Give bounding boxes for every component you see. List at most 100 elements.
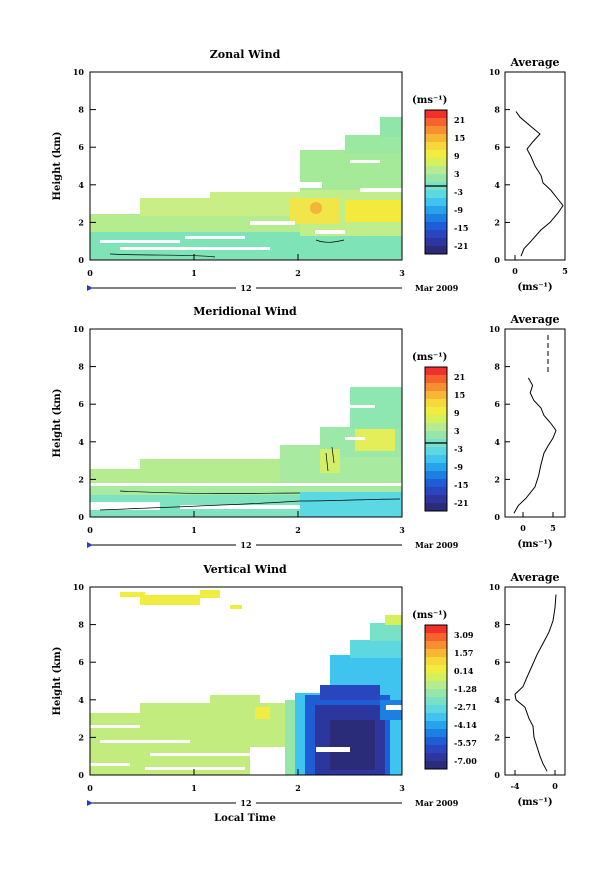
colorbar-swatch — [425, 415, 447, 424]
gap — [350, 160, 380, 163]
date-axis: 12 Mar 2009 — [87, 282, 459, 294]
average-profile-plot: Average 0 2 4 6 8 10 -4 0 (ms⁻¹) — [489, 571, 566, 808]
gap — [316, 747, 350, 752]
colorbar-swatch — [425, 118, 447, 127]
colorbar-swatches — [425, 625, 447, 770]
y-tick-label: 8 — [494, 620, 500, 630]
y-axis: Height (km) 0 2 4 6 8 10 — [52, 582, 96, 780]
y-tick-label: 0 — [78, 770, 84, 780]
x-tick-label: 1 — [191, 525, 197, 535]
average-profile-plot: Average 0 2 4 6 8 10 0 5 (ms⁻¹) — [489, 313, 566, 550]
wind-maximum — [310, 202, 322, 214]
colorbar: (ms⁻¹) — [412, 352, 468, 512]
data-cell — [120, 592, 145, 597]
y-tick-label: 10 — [73, 582, 85, 592]
panel-title: Zonal Wind — [210, 48, 281, 61]
date-marker-icon — [87, 800, 93, 806]
y-axis-label: Height (km) — [52, 647, 63, 716]
data-cell — [90, 214, 300, 232]
colorbar-frame — [424, 624, 448, 770]
average-x-ticks: 0 5 — [512, 255, 568, 276]
colorbar-tick-label: 15 — [454, 390, 465, 400]
x-tick-label: 1 — [191, 268, 197, 278]
x-tick-label: 0 — [87, 525, 93, 535]
colorbar-tick-label: -21 — [454, 498, 468, 508]
colorbar-tick-label: -9 — [454, 462, 463, 472]
x-tick-label: 2 — [295, 783, 301, 793]
colorbar-swatch — [425, 673, 447, 682]
colorbar-swatch — [425, 633, 447, 642]
date-label-bg — [236, 797, 256, 809]
panel-title: Meridional Wind — [193, 305, 297, 318]
colorbar-swatch — [425, 641, 447, 650]
gap — [250, 747, 285, 775]
heatmap-area — [89, 71, 403, 261]
plot-frame — [89, 586, 403, 776]
colorbar-swatch — [425, 407, 447, 416]
colorbar-tick-label: -21 — [454, 241, 468, 251]
gap — [90, 208, 135, 212]
date-marker-icon — [87, 542, 93, 548]
colorbar-swatch — [425, 495, 447, 504]
plot-frame — [89, 328, 403, 518]
colorbar-swatch — [425, 431, 447, 440]
data-cell — [385, 615, 402, 625]
colorbar-swatch — [425, 142, 447, 151]
y-tick-label: 4 — [494, 180, 500, 190]
data-cell — [345, 135, 402, 153]
colorbar-tick-label: -4.14 — [454, 720, 477, 730]
colorbar-swatch — [425, 737, 447, 746]
zero-contour — [315, 239, 345, 243]
gap — [360, 188, 402, 192]
data-cell — [140, 459, 310, 471]
x-tick-label: 0 — [87, 783, 93, 793]
colorbar-swatches — [425, 110, 447, 255]
y-axis: Height (km) 0 2 4 6 8 10 — [52, 324, 96, 522]
x-tick-label: 5 — [562, 266, 568, 276]
month-label: Mar 2009 — [415, 540, 459, 550]
vertical-wind-panel: Vertical Wind — [52, 563, 566, 824]
colorbar-tick-label: -3 — [454, 444, 463, 454]
gap — [315, 230, 345, 234]
colorbar-swatch — [425, 487, 447, 496]
y-tick-label: 0 — [78, 512, 84, 522]
colorbar-swatch — [425, 665, 447, 674]
month-label: Mar 2009 — [415, 283, 459, 293]
date-label: 12 — [240, 283, 251, 293]
date-label-bg — [236, 282, 256, 294]
colorbar-frame — [424, 109, 448, 255]
colorbar-swatch — [425, 238, 447, 247]
colorbar-swatch — [425, 126, 447, 135]
colorbar-tick-label: 21 — [454, 372, 465, 382]
gap — [90, 483, 402, 486]
heatmap-area — [89, 586, 403, 776]
gap — [150, 753, 280, 756]
data-cell — [200, 590, 220, 598]
data-gaps — [90, 705, 402, 775]
colorbar-swatch — [425, 455, 447, 464]
colorbar-swatch — [425, 230, 447, 239]
data-cells — [90, 590, 402, 775]
colorbar-tick-label: 3 — [454, 169, 460, 179]
y-tick-label: 2 — [78, 474, 84, 484]
colorbar-swatch — [425, 190, 447, 199]
y-tick-label: 0 — [494, 512, 500, 522]
x-tick-label: 3 — [399, 268, 405, 278]
y-tick-label: 8 — [78, 620, 84, 630]
average-profile-line — [515, 111, 564, 257]
gap — [100, 240, 180, 243]
colorbar-swatch — [425, 423, 447, 432]
colorbar-unit: (ms⁻¹) — [412, 610, 447, 621]
x-tick-label: 2 — [295, 268, 301, 278]
zero-contour — [325, 446, 335, 472]
date-label: 12 — [240, 540, 251, 550]
y-tick-label: 2 — [78, 732, 84, 742]
date-marker-icon — [87, 285, 93, 291]
colorbar-swatch — [425, 222, 447, 231]
colorbar-swatch — [425, 367, 447, 376]
colorbar-swatch — [425, 625, 447, 634]
average-x-label: (ms⁻¹) — [517, 282, 552, 293]
data-cell — [370, 623, 402, 641]
meridional-wind-panel: Meridional Wind — [52, 305, 566, 551]
